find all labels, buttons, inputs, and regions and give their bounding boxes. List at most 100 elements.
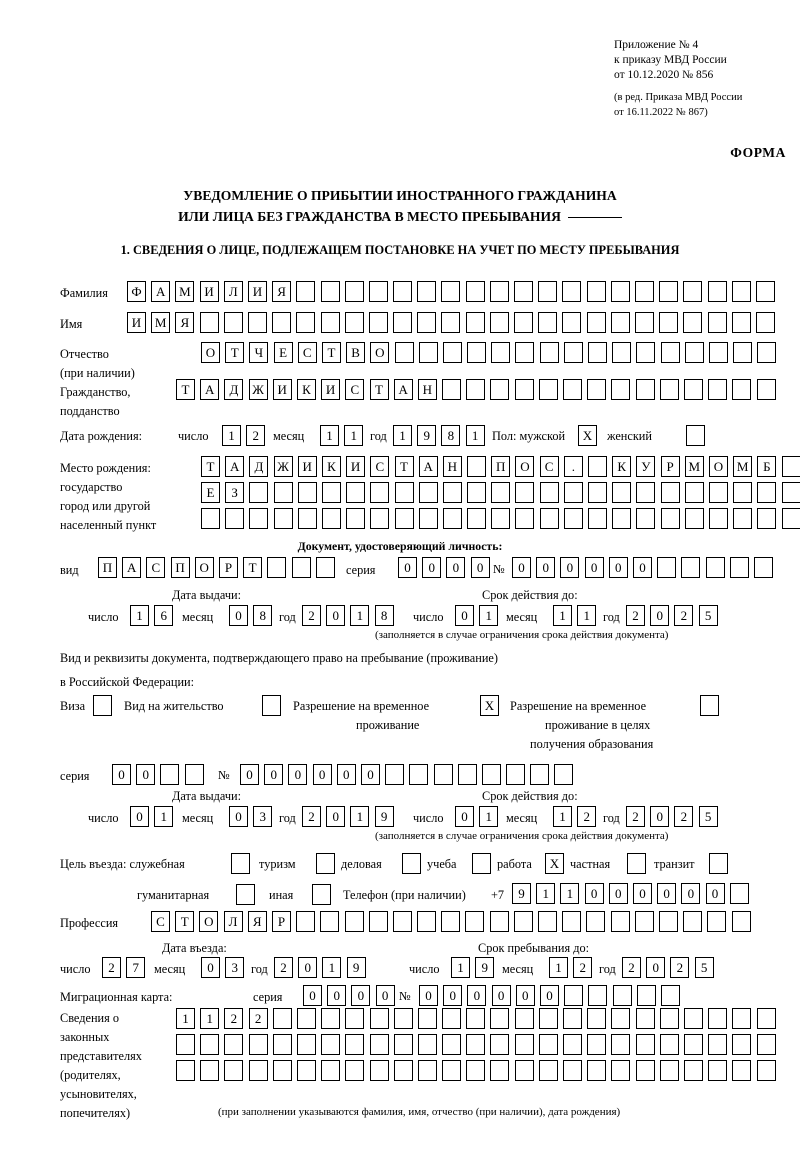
char-box[interactable]: Т xyxy=(321,342,341,363)
char-box[interactable]: И xyxy=(346,456,366,477)
char-box[interactable] xyxy=(394,482,414,503)
char-box[interactable] xyxy=(224,1034,244,1055)
char-box[interactable] xyxy=(490,1034,510,1055)
residence-permit-checkbox[interactable] xyxy=(262,695,281,716)
char-box[interactable] xyxy=(489,312,509,333)
char-box[interactable]: З xyxy=(225,482,245,503)
char-box[interactable] xyxy=(442,342,462,363)
char-box[interactable] xyxy=(515,508,535,529)
char-box[interactable] xyxy=(611,1008,631,1029)
char-box[interactable]: 0 xyxy=(650,605,670,626)
char-box[interactable] xyxy=(658,911,678,932)
char-box[interactable] xyxy=(681,557,701,578)
char-box[interactable]: Е xyxy=(201,482,220,503)
char-box[interactable] xyxy=(465,281,485,302)
char-box[interactable] xyxy=(660,482,680,503)
char-box[interactable]: 1 xyxy=(350,806,370,827)
char-box[interactable]: 2 xyxy=(670,957,690,978)
char-box[interactable] xyxy=(757,342,777,363)
char-box[interactable]: И xyxy=(297,456,317,477)
char-box[interactable] xyxy=(611,1060,631,1081)
char-box[interactable]: И xyxy=(199,281,219,302)
char-box[interactable] xyxy=(587,1060,607,1081)
char-box[interactable]: 0 xyxy=(539,985,559,1006)
char-box[interactable] xyxy=(612,482,632,503)
purpose-humanitarian-checkbox[interactable] xyxy=(236,884,255,905)
char-box[interactable] xyxy=(708,1008,728,1029)
char-box[interactable]: 0 xyxy=(536,557,556,578)
char-box[interactable]: 1 xyxy=(176,1008,195,1029)
char-box[interactable] xyxy=(442,1008,462,1029)
char-box[interactable]: 2 xyxy=(246,425,266,446)
char-box[interactable] xyxy=(635,379,655,400)
char-box[interactable] xyxy=(659,379,679,400)
char-box[interactable] xyxy=(636,508,656,529)
char-box[interactable] xyxy=(489,911,509,932)
char-box[interactable]: 0 xyxy=(515,985,535,1006)
char-box[interactable] xyxy=(705,557,725,578)
char-box[interactable] xyxy=(346,508,366,529)
char-box[interactable]: О xyxy=(194,557,214,578)
char-box[interactable] xyxy=(466,1060,486,1081)
char-box[interactable]: 0 xyxy=(681,883,701,904)
char-box[interactable] xyxy=(466,379,486,400)
char-box[interactable]: 1 xyxy=(451,957,470,978)
char-box[interactable]: 0 xyxy=(632,557,652,578)
char-box[interactable]: Ч xyxy=(249,342,269,363)
char-box[interactable] xyxy=(417,1034,437,1055)
char-box[interactable] xyxy=(481,764,501,785)
char-box[interactable] xyxy=(297,482,317,503)
char-box[interactable]: Д xyxy=(224,379,244,400)
char-box[interactable]: У xyxy=(636,456,656,477)
char-box[interactable] xyxy=(781,456,800,477)
char-box[interactable]: Н xyxy=(442,456,462,477)
char-box[interactable] xyxy=(368,281,388,302)
char-box[interactable] xyxy=(441,312,461,333)
char-box[interactable]: 1 xyxy=(222,425,241,446)
char-box[interactable] xyxy=(467,342,487,363)
purpose-study-checkbox[interactable] xyxy=(472,853,491,874)
char-box[interactable]: 2 xyxy=(102,957,121,978)
char-box[interactable]: М xyxy=(684,456,704,477)
char-box[interactable]: 0 xyxy=(608,557,628,578)
char-box[interactable]: 9 xyxy=(346,957,366,978)
char-box[interactable]: 1 xyxy=(344,425,364,446)
char-box[interactable] xyxy=(491,508,511,529)
char-box[interactable] xyxy=(491,342,511,363)
char-box[interactable]: 0 xyxy=(375,985,395,1006)
char-box[interactable]: 0 xyxy=(288,764,308,785)
char-box[interactable] xyxy=(296,1008,316,1029)
char-box[interactable] xyxy=(393,1034,413,1055)
char-box[interactable]: 0 xyxy=(455,806,474,827)
char-box[interactable] xyxy=(466,1008,486,1029)
char-box[interactable]: 2 xyxy=(302,605,321,626)
char-box[interactable] xyxy=(538,1008,558,1029)
char-box[interactable] xyxy=(296,281,316,302)
char-box[interactable] xyxy=(490,1060,510,1081)
purpose-other-checkbox[interactable] xyxy=(312,884,331,905)
char-box[interactable] xyxy=(273,482,293,503)
char-box[interactable]: 0 xyxy=(560,557,580,578)
char-box[interactable] xyxy=(393,312,413,333)
char-box[interactable]: Л xyxy=(223,911,243,932)
char-box[interactable] xyxy=(588,985,608,1006)
char-box[interactable] xyxy=(199,312,219,333)
char-box[interactable]: 0 xyxy=(608,883,628,904)
char-box[interactable] xyxy=(249,508,269,529)
char-box[interactable]: 1 xyxy=(479,605,499,626)
char-box[interactable] xyxy=(708,1034,728,1055)
char-box[interactable] xyxy=(225,508,245,529)
